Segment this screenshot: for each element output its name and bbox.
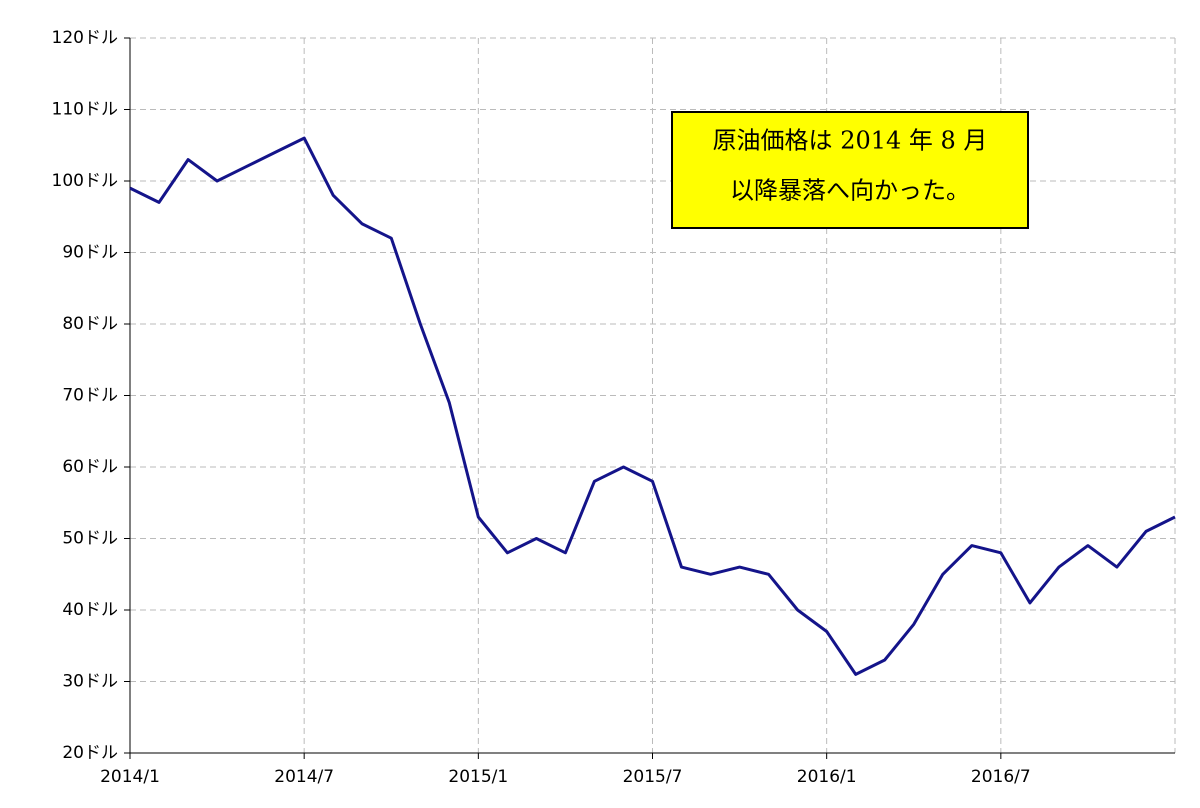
annotation-text: 以降暴落へ向かった。 xyxy=(730,177,970,205)
y-tick-label: 50ドル xyxy=(62,529,118,549)
y-tick-label: 100ドル xyxy=(52,171,118,191)
x-tick-label: 2015/1 xyxy=(448,767,508,787)
annotation-box xyxy=(671,111,1029,229)
y-tick-label: 20ドル xyxy=(62,743,118,763)
annotation-text: 原油価格は 2014 年 8 月 xyxy=(713,127,988,155)
x-tick-label: 2014/7 xyxy=(274,767,334,787)
x-tick-label: 2015/7 xyxy=(623,767,683,787)
x-tick-label: 2016/7 xyxy=(971,767,1031,787)
y-tick-label: 30ドル xyxy=(62,672,118,692)
y-tick-label: 80ドル xyxy=(62,314,118,334)
x-tick-label: 2016/1 xyxy=(797,767,857,787)
y-tick-label: 60ドル xyxy=(62,457,118,477)
y-tick-label: 110ドル xyxy=(52,100,118,120)
y-tick-label: 90ドル xyxy=(62,243,118,263)
data-line xyxy=(129,136,1176,676)
y-tick-label: 120ドル xyxy=(52,28,118,48)
x-tick-label: 2014/1 xyxy=(100,767,160,787)
y-tick-label: 40ドル xyxy=(62,600,118,620)
y-tick-label: 70ドル xyxy=(62,386,118,406)
